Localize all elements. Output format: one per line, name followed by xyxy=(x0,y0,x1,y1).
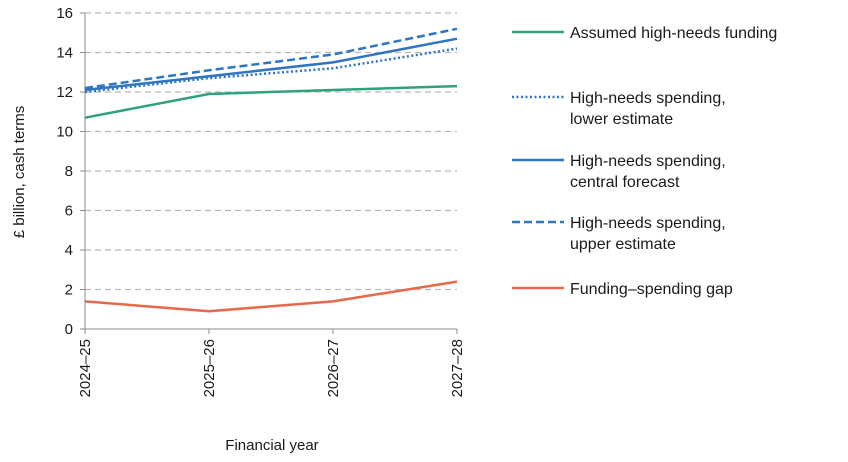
legend-label: central forecast xyxy=(570,174,680,191)
legend-label: High-needs spending, xyxy=(570,215,726,232)
legend-label: Funding–spending gap xyxy=(570,281,733,298)
y-tick-label: 0 xyxy=(65,321,73,338)
legend: Assumed high-needs funding High-needs spe… xyxy=(512,25,777,298)
x-tick-label: 2026–27 xyxy=(325,339,342,397)
legend-label: High-needs spending, xyxy=(570,90,726,107)
x-axis-title: Financial year xyxy=(225,437,318,454)
y-tick-label: 10 xyxy=(56,124,73,141)
x-tick-label: 2024–25 xyxy=(77,339,94,397)
y-tick-label: 14 xyxy=(56,45,73,62)
y-tick-label: 8 xyxy=(65,163,73,180)
legend-label: lower estimate xyxy=(570,111,673,128)
series-lines xyxy=(84,27,458,313)
series-line xyxy=(84,27,458,90)
x-tick-label: 2025–26 xyxy=(201,339,218,397)
legend-label: upper estimate xyxy=(570,236,676,253)
tick-labels: 0 2 4 6 8 10 12 14 16 2024–25 2025–26 2026–27 2027–2… xyxy=(56,5,466,397)
x-tick-label: 2027–28 xyxy=(449,339,466,397)
series-line xyxy=(84,280,458,313)
series-line xyxy=(84,84,458,119)
series-line xyxy=(84,47,458,94)
legend-label: High-needs spending, xyxy=(570,153,726,170)
y-tick-label: 12 xyxy=(56,84,73,101)
y-tick-label: 6 xyxy=(65,203,73,220)
y-tick-label: 16 xyxy=(56,5,73,22)
axes xyxy=(80,12,458,334)
series-line xyxy=(84,37,458,92)
gridlines xyxy=(85,12,457,291)
y-axis-title: £ billion, cash terms xyxy=(11,106,28,239)
legend-label: Assumed high-needs funding xyxy=(570,25,777,42)
y-tick-label: 2 xyxy=(65,282,73,299)
y-tick-label: 4 xyxy=(65,242,73,259)
